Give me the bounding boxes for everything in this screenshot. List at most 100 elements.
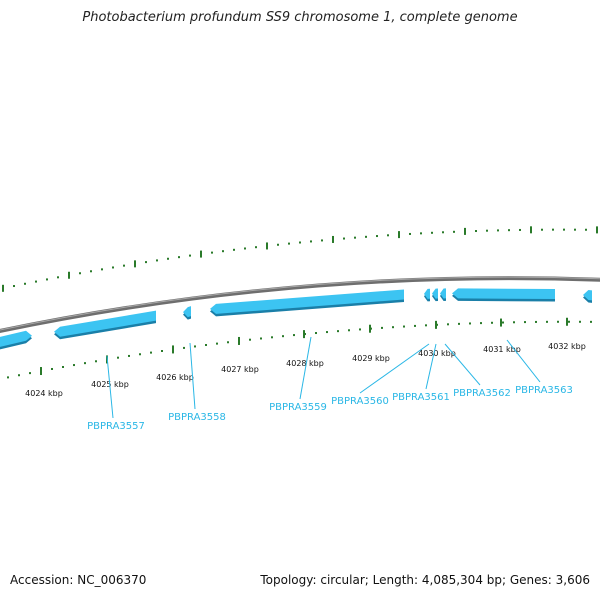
minor-tick xyxy=(315,332,317,335)
major-tick xyxy=(566,317,568,326)
gene-arrow-pbpra3559[interactable] xyxy=(210,289,404,317)
kbp-label: 4027 kbp xyxy=(221,365,259,374)
minor-tick xyxy=(546,320,548,323)
minor-tick xyxy=(414,324,416,327)
gene-arrow-pbpra3557[interactable] xyxy=(54,310,156,340)
minor-tick xyxy=(480,322,482,325)
major-tick xyxy=(303,330,305,339)
minor-tick xyxy=(7,376,9,379)
kbp-label: 4030 kbp xyxy=(418,349,456,358)
minor-tick xyxy=(46,278,48,281)
minor-tick xyxy=(249,338,251,341)
minor-tick xyxy=(486,229,488,232)
minor-tick xyxy=(447,323,449,326)
gene-leader-line xyxy=(299,336,312,400)
minor-tick xyxy=(73,364,75,367)
major-tick xyxy=(238,336,240,345)
genome-backbone-highlight xyxy=(0,276,600,331)
minor-tick xyxy=(321,239,323,242)
gene-arrow-left-edge[interactable] xyxy=(0,330,32,351)
kbp-label: 4028 kbp xyxy=(286,359,324,368)
gene-label[interactable]: PBPRA3559 xyxy=(269,402,327,413)
minor-tick xyxy=(310,240,312,243)
minor-tick xyxy=(326,331,328,334)
minor-tick xyxy=(194,345,196,348)
minor-tick xyxy=(145,261,147,264)
kbp-label: 4032 kbp xyxy=(548,342,586,351)
minor-tick xyxy=(425,324,427,327)
minor-tick xyxy=(568,320,570,323)
minor-tick xyxy=(420,232,422,235)
gene-arrow-pbpra3561[interactable] xyxy=(432,288,438,302)
genome-backbone xyxy=(0,276,600,334)
minor-tick xyxy=(453,230,455,233)
minor-tick xyxy=(409,232,411,235)
minor-tick xyxy=(260,337,262,340)
minor-tick xyxy=(90,270,92,273)
minor-tick xyxy=(128,354,130,357)
gene-arrow-right-edge[interactable] xyxy=(583,290,592,303)
gene-label[interactable]: PBPRA3557 xyxy=(87,421,145,432)
minor-tick xyxy=(18,374,20,377)
minor-tick xyxy=(255,246,257,249)
major-tick xyxy=(200,250,202,258)
gene-label[interactable]: PBPRA3562 xyxy=(453,388,511,399)
minor-tick xyxy=(513,321,515,324)
topology-stats-text: Topology: circular; Length: 4,085,304 bp… xyxy=(260,573,590,587)
minor-tick xyxy=(79,272,81,275)
major-tick xyxy=(500,318,502,327)
minor-tick xyxy=(150,351,152,354)
minor-tick xyxy=(442,231,444,234)
minor-tick xyxy=(403,325,405,328)
minor-tick xyxy=(167,257,169,260)
gene-label[interactable]: PBPRA3561 xyxy=(392,392,450,403)
minor-tick xyxy=(508,229,510,232)
minor-tick xyxy=(101,268,103,271)
minor-tick xyxy=(24,282,26,285)
gene-arrow-pbpra3560[interactable] xyxy=(424,288,430,302)
minor-tick xyxy=(354,236,356,239)
minor-tick xyxy=(57,276,59,279)
minor-tick xyxy=(117,356,119,359)
gene-arrow-pbpra3562[interactable] xyxy=(440,288,446,302)
major-tick xyxy=(435,320,437,329)
minor-tick xyxy=(112,266,114,269)
gene-leader-line xyxy=(444,343,481,386)
minor-tick xyxy=(585,228,587,231)
gene-label[interactable]: PBPRA3558 xyxy=(168,412,226,423)
gene-leader-line xyxy=(359,343,430,394)
minor-tick xyxy=(216,342,218,345)
minor-tick xyxy=(458,322,460,325)
gene-leader-line xyxy=(189,342,196,410)
minor-tick xyxy=(552,228,554,231)
gene-arrow-pbpra3563[interactable] xyxy=(452,288,555,302)
minor-tick xyxy=(123,264,125,267)
gene-label[interactable]: PBPRA3560 xyxy=(331,396,389,407)
major-tick xyxy=(530,226,532,234)
minor-tick xyxy=(277,243,279,246)
kbp-label: 4029 kbp xyxy=(352,354,390,363)
major-tick xyxy=(68,271,70,279)
gene-leader-line xyxy=(506,339,541,383)
minor-tick xyxy=(288,242,290,245)
major-tick xyxy=(2,284,4,292)
outer-tick-row xyxy=(2,226,598,292)
minor-tick xyxy=(365,235,367,238)
minor-tick xyxy=(376,235,378,238)
minor-tick xyxy=(431,231,433,234)
minor-tick xyxy=(387,234,389,237)
minor-tick xyxy=(35,280,37,283)
minor-tick xyxy=(469,322,471,325)
gene-arrow-pbpra3558[interactable] xyxy=(183,306,191,320)
minor-tick xyxy=(590,320,592,323)
minor-tick xyxy=(475,230,477,233)
major-tick xyxy=(369,324,371,333)
minor-tick xyxy=(359,328,361,331)
major-tick xyxy=(596,226,598,234)
gene-label[interactable]: PBPRA3563 xyxy=(515,385,573,396)
kbp-label: 4031 kbp xyxy=(483,345,521,354)
minor-tick xyxy=(29,372,31,375)
gene-track xyxy=(0,288,592,350)
minor-tick xyxy=(205,344,207,347)
